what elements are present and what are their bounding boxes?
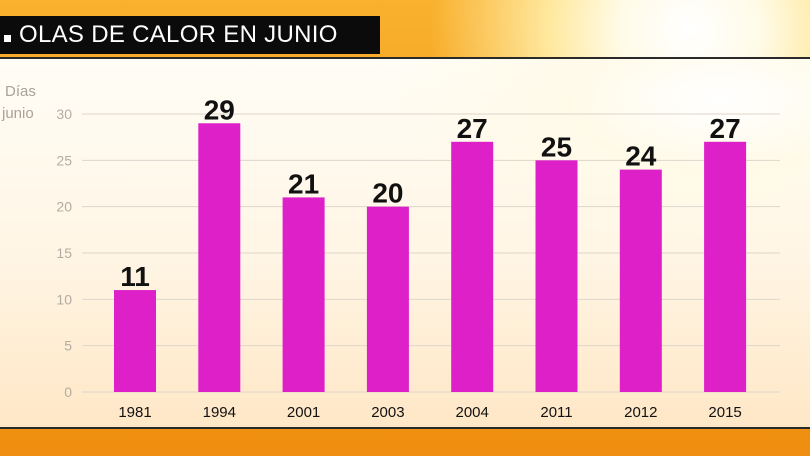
value-label-1994: 29 [204, 94, 235, 125]
x-tick-label-2011: 2011 [540, 404, 572, 421]
x-tick-label-2001: 2001 [287, 404, 320, 421]
y-axis-label: Días junio [1, 83, 36, 122]
value-label-1981: 11 [120, 261, 150, 292]
x-tick-label-2004: 2004 [456, 404, 489, 421]
gridlines [82, 113, 780, 393]
bar-1981 [114, 290, 156, 392]
y-tick-label: 5 [64, 338, 72, 354]
bar-2004 [451, 141, 494, 392]
bar-2012 [619, 169, 662, 392]
x-tick-label-1994: 1994 [203, 404, 236, 421]
x-tick-label-1981: 1981 [118, 404, 151, 421]
y-tick-label: 15 [56, 245, 72, 261]
y-tick-label: 10 [56, 291, 72, 307]
bar-1994 [198, 123, 241, 393]
title-bar: OLAS DE CALOR EN JUNIO [0, 16, 380, 54]
value-label-2001: 21 [288, 168, 319, 199]
x-axis-ticks: 1981 1994 2001 2003 2004 2011 2012 2015 [118, 404, 741, 421]
value-label-2011: 25 [541, 131, 572, 162]
y-tick-label: 25 [56, 152, 72, 168]
bar-2011 [535, 160, 578, 392]
value-labels: 11 29 21 20 27 25 24 27 [120, 94, 740, 292]
y-axis-label-line: junio [1, 105, 34, 122]
panel-top-border [0, 57, 810, 59]
bar-2015 [704, 141, 747, 392]
y-axis-label-line: Días [5, 83, 36, 100]
value-label-2015: 27 [710, 113, 741, 144]
x-tick-label-2012: 2012 [624, 404, 657, 421]
y-tick-label: 0 [64, 384, 72, 400]
x-tick-label-2015: 2015 [708, 404, 741, 421]
value-label-2012: 24 [625, 141, 657, 172]
title-bullet-icon [4, 34, 11, 42]
x-tick-label-2003: 2003 [371, 404, 404, 421]
y-tick-label: 20 [56, 199, 72, 215]
bars [114, 123, 747, 393]
bar-2001 [282, 197, 325, 392]
chart-title: OLAS DE CALOR EN JUNIO [19, 21, 338, 48]
value-label-2003: 20 [372, 178, 403, 209]
value-label-2004: 27 [457, 113, 488, 144]
y-axis-ticks: 0 5 10 15 20 25 30 [56, 106, 72, 400]
panel-bottom-border [0, 427, 810, 429]
y-tick-label: 30 [56, 106, 72, 122]
bar-2003 [366, 206, 409, 392]
